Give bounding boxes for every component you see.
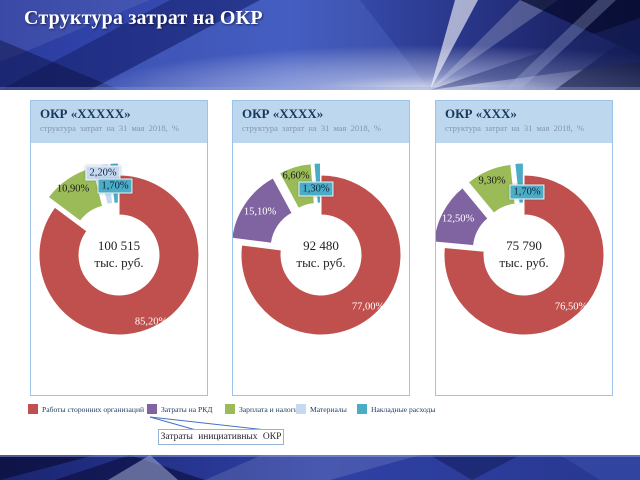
legend-swatch-purple [147,404,157,414]
chart-panel-okr-xxxxx: ОКР «XXXXX» структура затрат на 31 мая 2… [30,100,208,396]
chart-center-total: 92 480 тыс. руб. [276,237,366,271]
chart-subtitle: структура затрат на 31 мая 2018, % [40,123,179,133]
data-label-red: 76,50% [554,301,588,313]
chart-center-unit: тыс. руб. [94,255,144,270]
donut-slice [233,177,293,244]
legend-swatch-lavender [296,404,306,414]
legend-label: Накладные расходы [371,404,436,414]
header-background [0,0,640,90]
data-label-overhead: 1,70% [97,178,133,194]
legend-label: Работы сторонних организаций [42,404,145,414]
legend-label: Зарплата и налоги [239,404,298,414]
data-label-purple: 12,50% [441,213,475,225]
chart-panel-header: ОКР «XXX» структура затрат на 31 мая 201… [436,101,612,143]
chart-panel-okr-xxxx: ОКР «XXXX» структура затрат на 31 мая 20… [232,100,410,396]
chart-panel-header: ОКР «XXXX» структура затрат на 31 мая 20… [233,101,409,143]
chart-center-value: 100 515 [97,238,141,253]
chart-panel-okr-xxx: ОКР «XXX» структура затрат на 31 мая 201… [435,100,613,396]
data-label-overhead: 1,30% [298,181,334,197]
legend-item-overhead: Накладные расходы [357,404,436,414]
chart-legend: Работы сторонних организаций Затраты на … [0,404,640,418]
header-facet-art [0,0,640,90]
chart-center-value: 75 790 [506,238,542,253]
chart-plot-area: 75 790 тыс. руб. 76,50% 12,50% 9,30% 1,7… [436,143,612,395]
data-label-red: 77,00% [351,301,385,313]
donut-slice [436,187,489,247]
chart-title: ОКР «XXXXX» [40,106,131,121]
chart-plot-area: 92 480 тыс. руб. 77,00% 15,10% 6,60% 1,3… [233,143,409,395]
data-label-green: 9,30% [478,175,506,187]
chart-plot-area: 100 515 тыс. руб. 85,20% 10,90% 2,20% 1,… [31,143,207,395]
legend-item-materials: Материалы [296,404,347,414]
chart-center-total: 75 790 тыс. руб. [479,237,569,271]
data-label-green: 6,60% [282,170,310,182]
legend-label: Материалы [310,404,347,414]
legend-swatch-green [225,404,235,414]
legend-item-rkd: Затраты на РКД [147,404,212,414]
data-label-purple: 15,10% [243,206,277,218]
donut-chart [436,162,605,336]
footer-facet-art [0,455,640,480]
chart-title: ОКР «XXX» [445,106,517,121]
footer-background [0,455,640,480]
donut-slice [38,174,200,336]
chart-center-unit: тыс. руб. [499,255,549,270]
chart-panel-header: ОКР «XXXXX» структура затрат на 31 мая 2… [31,101,207,143]
donut-slice [443,174,605,336]
callout-box: Затраты инициативных ОКР [158,429,284,445]
data-label-overhead: 1,70% [509,184,545,200]
legend-label: Затраты на РКД [161,404,213,414]
data-label-green: 10,90% [56,183,90,195]
legend-swatch-teal [357,404,367,414]
chart-title: ОКР «XXXX» [242,106,324,121]
data-label-red: 85,20% [134,316,168,328]
donut-slice [467,163,516,214]
chart-subtitle: структура затрат на 31 мая 2018, % [445,123,584,133]
chart-center-unit: тыс. руб. [296,255,346,270]
data-label-materials: 2,20% [85,165,121,181]
chart-center-value: 92 480 [303,238,339,253]
legend-item-contractors: Работы сторонних организаций [28,404,144,414]
legend-item-salary: Зарплата и налоги [225,404,298,414]
chart-center-total: 100 515 тыс. руб. [74,237,164,271]
chart-subtitle: структура затрат на 31 мая 2018, % [242,123,381,133]
donut-slice [240,174,402,336]
slide-title: Структура затрат на ОКР [24,7,263,29]
legend-swatch-red [28,404,38,414]
donut-chart [233,162,402,336]
